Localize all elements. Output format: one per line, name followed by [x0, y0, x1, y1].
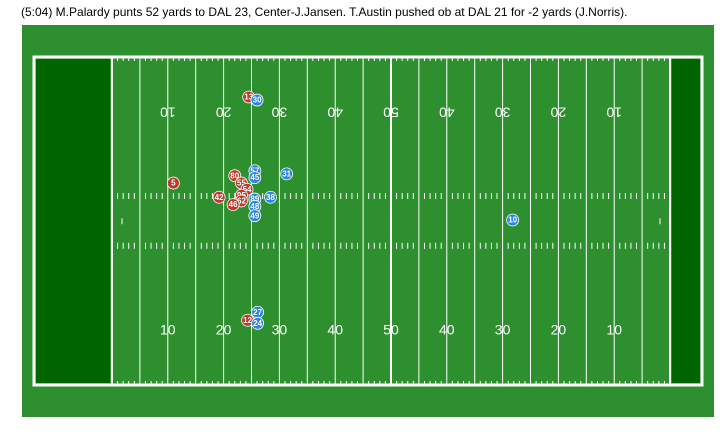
blue-player-marker: [250, 93, 264, 107]
red-player-number: 42: [215, 193, 224, 202]
red-player-marker: [166, 176, 180, 190]
blue-player-number: 24: [253, 319, 262, 328]
blue-player-number: 30: [253, 96, 262, 105]
yard-number-top: 10: [606, 104, 622, 120]
blue-player-marker: [280, 167, 294, 181]
red-player-number: 55: [237, 179, 246, 188]
red-player-number: 46: [229, 200, 238, 209]
blue-player-marker: [251, 316, 265, 330]
yard-number-bottom: 20: [216, 321, 232, 337]
blue-player-number: 49: [250, 211, 259, 220]
red-player-number: 62: [237, 197, 246, 206]
yard-number-bottom: 10: [160, 321, 176, 337]
blue-player-number: 45: [250, 173, 259, 182]
endzone-right: [672, 59, 700, 383]
red-player-marker: [226, 198, 240, 212]
yard-number-top: 10: [160, 104, 176, 120]
field-canvas: 10 10 20 20 30 30 40 40 50 50 40 40 30 30 20 20 10 10 13 5 8…: [32, 55, 704, 387]
blue-player-number: 57: [250, 166, 259, 175]
blue-player-number: 10: [508, 216, 517, 225]
yard-number-top: 50: [383, 104, 399, 120]
yard-number-bottom: 20: [551, 321, 567, 337]
blue-player-marker: [264, 190, 277, 204]
yard-number-bottom: 50: [383, 321, 399, 337]
yard-number-top: 20: [216, 104, 232, 120]
yard-number-top: 40: [439, 104, 455, 120]
red-player-number: 5: [171, 179, 176, 188]
yard-number-bottom: 30: [272, 321, 288, 337]
yard-number-top: 30: [271, 104, 287, 120]
red-player-marker: [212, 190, 226, 204]
play-description: (5:04) M.Palardy punts 52 yards to DAL 2…: [21, 5, 628, 19]
blue-player-marker: [248, 171, 262, 184]
yard-number-top: 30: [495, 104, 511, 120]
blue-player-number: 38: [266, 193, 275, 202]
red-player-number: 54: [243, 185, 252, 194]
yard-number-top: 20: [550, 104, 566, 120]
yard-number-bottom: 30: [495, 321, 511, 337]
red-player-number: 80: [230, 171, 239, 180]
blue-player-number: 48: [250, 202, 259, 211]
yard-number-bottom: 10: [606, 321, 622, 337]
blue-player-number: 31: [282, 169, 291, 178]
field-border: [32, 55, 704, 387]
endzone-left: [36, 59, 110, 383]
blue-player-marker: [248, 209, 262, 223]
blue-player-number: 27: [253, 308, 262, 317]
red-player-number: 13: [244, 93, 253, 102]
yard-number-top: 40: [327, 104, 343, 120]
red-player-number: 12: [243, 316, 252, 325]
football-field: 10 10 20 20 30 30 40 40 50 50 40 40 30 30 20 20 10 10 13 5 8…: [22, 25, 714, 417]
blue-player-number: 89: [250, 195, 259, 204]
yard-number-bottom: 40: [327, 321, 343, 337]
yard-number-bottom: 40: [439, 321, 455, 337]
blue-player-marker: [506, 213, 520, 227]
